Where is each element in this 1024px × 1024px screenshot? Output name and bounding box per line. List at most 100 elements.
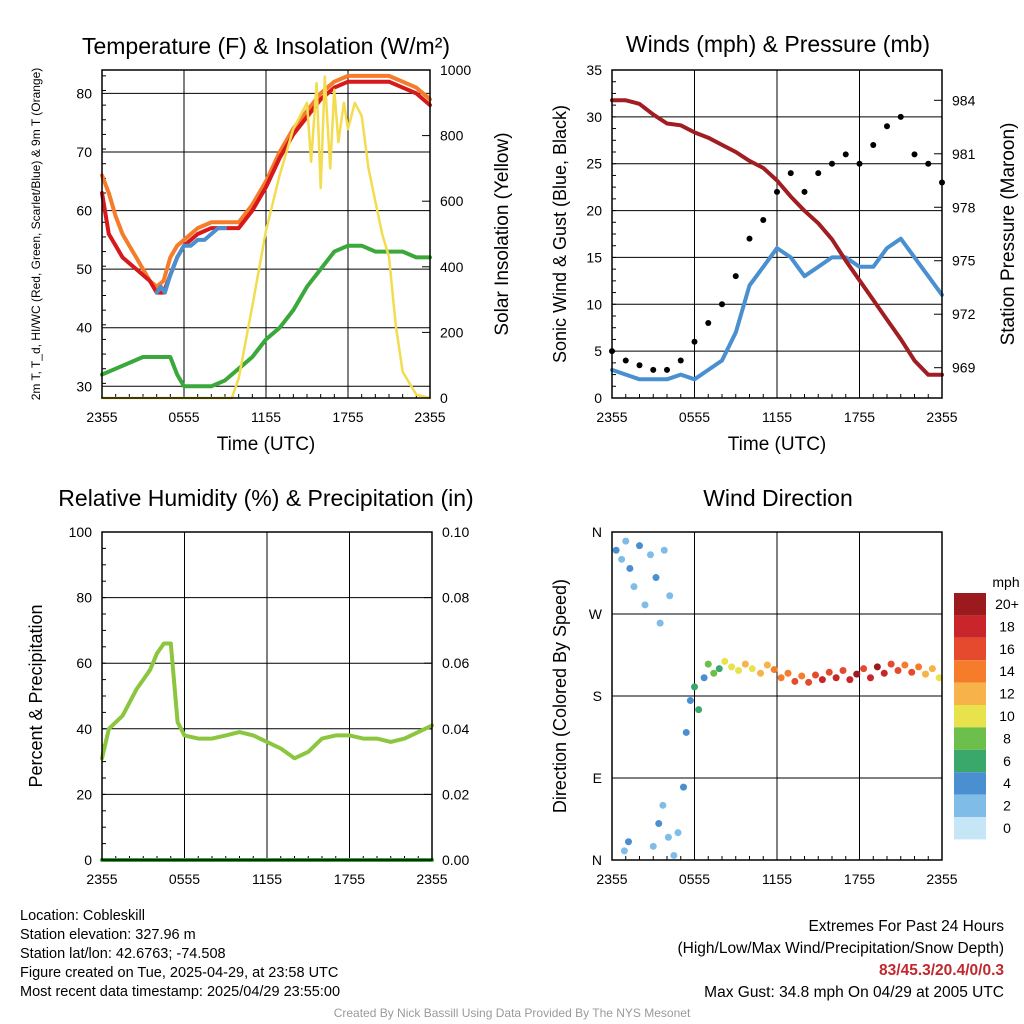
direction-point <box>763 661 771 669</box>
gust-point <box>691 338 698 345</box>
gust-point <box>801 188 808 195</box>
chart-title: Wind Direction <box>703 485 853 511</box>
y-tick-label: 60 <box>76 203 92 219</box>
direction-point <box>620 847 628 855</box>
y-tick-label: 20 <box>76 786 92 802</box>
x-axis-label: Time (UTC) <box>728 434 827 455</box>
x-tick-label: 2355 <box>86 409 117 425</box>
plot-frame <box>101 531 433 861</box>
x-tick-label: 2355 <box>926 871 957 887</box>
y-tick-label: 60 <box>76 655 92 671</box>
direction-point <box>812 671 819 679</box>
direction-point <box>832 674 840 682</box>
direction-point <box>805 678 813 686</box>
gust-point <box>829 160 835 167</box>
direction-point <box>618 555 626 563</box>
direction-point <box>873 663 881 671</box>
direction-point <box>867 674 874 682</box>
x-tick-label: 1755 <box>844 871 875 887</box>
y-tick-label: 0 <box>84 852 92 868</box>
gust-point <box>787 170 794 177</box>
x-tick-label: 1155 <box>251 409 281 425</box>
wind_direction-chart: 2355 0555 1155 1755 2355 N E S W N Wind Direction D… <box>550 485 1020 887</box>
direction-point <box>680 783 687 791</box>
gust-point <box>636 362 643 369</box>
x-tick-label: 2355 <box>86 871 117 887</box>
colorbar-label: 2 <box>1003 798 1011 814</box>
direction-point <box>839 666 847 674</box>
series-line <box>100 75 432 400</box>
x-tick-label: 1755 <box>844 409 875 425</box>
colorbar-unit: mph <box>992 574 1019 590</box>
direction-point <box>922 670 929 678</box>
direction-point <box>625 838 632 846</box>
plot-frame <box>611 69 943 399</box>
chart-title: Temperature (F) & Insolation (W/m²) <box>82 33 450 59</box>
direction-point <box>741 660 749 668</box>
extremes-values: 83/45.3/20.4/0/0.3 <box>879 962 1004 979</box>
x-axis-label: Time (UTC) <box>217 434 316 455</box>
humidity-chart: 2355 0555 1155 1755 2355 0 20 40 60 80 100 0.00 0.02… <box>26 485 474 887</box>
y-tick-label: 30 <box>76 378 92 394</box>
direction-point <box>846 676 854 684</box>
y-tick-label: N <box>592 852 602 868</box>
direction-point <box>656 619 664 627</box>
y-right-axis-label: Station Pressure (Maroon) <box>998 123 1019 346</box>
series-line <box>100 243 432 389</box>
direction-point <box>728 663 736 671</box>
y-right-tick-label: 975 <box>952 253 976 269</box>
direction-point <box>655 820 663 828</box>
colorbar-label: 4 <box>1003 775 1011 791</box>
gust-point <box>732 273 739 280</box>
direction-point <box>622 537 630 545</box>
gust-point <box>774 188 780 195</box>
direction-point <box>721 657 729 665</box>
direction-point <box>880 669 888 677</box>
colorbar-swatch <box>954 727 986 750</box>
direction-point <box>715 665 723 673</box>
max-gust: Max Gust: 34.8 mph On 04/29 at 2005 UTC <box>704 984 1004 1001</box>
direction-point <box>686 697 694 705</box>
direction-point <box>649 842 657 850</box>
colorbar-label: 12 <box>999 686 1015 702</box>
direction-point <box>641 601 649 609</box>
direction-point <box>652 574 660 582</box>
direction-point <box>704 660 712 668</box>
y-tick-label: 30 <box>586 109 602 125</box>
y-axis-label: 2m T, T_d, HI/WC (Red, Green, Scarlet/Bl… <box>29 68 43 401</box>
gust-point <box>705 320 712 327</box>
plot-frame <box>611 531 943 861</box>
gust-point <box>719 301 725 308</box>
direction-point <box>700 674 708 682</box>
y-right-tick-label: 400 <box>440 259 464 275</box>
colorbar-swatch <box>954 682 986 705</box>
y-tick-label: 20 <box>586 203 602 219</box>
y-tick-label: 0 <box>594 390 602 406</box>
direction-point <box>612 546 620 554</box>
x-tick-label: 1755 <box>332 409 363 425</box>
gust-point <box>842 151 849 158</box>
direction-point <box>908 668 916 676</box>
y-tick-label: 80 <box>76 85 92 101</box>
direction-point <box>791 677 799 685</box>
colorbar-swatch <box>954 593 986 616</box>
y-right-axis-label: Solar Insolation (Yellow) <box>492 132 513 335</box>
series-line <box>100 73 432 289</box>
direction-point <box>735 666 742 674</box>
y-tick-label: E <box>593 770 602 786</box>
colorbar-label: 10 <box>999 708 1015 724</box>
y-right-tick-label: 600 <box>440 193 464 209</box>
gust-point <box>870 141 877 148</box>
y-right-tick-label: 972 <box>952 306 976 322</box>
y-right-tick-label: 0.02 <box>442 786 469 802</box>
x-tick-label: 0555 <box>169 871 200 887</box>
gust-point <box>664 366 670 373</box>
gust-point <box>760 216 767 223</box>
y-axis-label: Percent & Precipitation <box>26 604 46 787</box>
x-tick-label: 2355 <box>596 409 627 425</box>
y-tick-label: 80 <box>76 590 92 606</box>
gust-point <box>925 160 932 167</box>
direction-point <box>818 676 826 684</box>
figure-created: Figure created on Tue, 2025-04-29, at 23… <box>20 965 339 981</box>
